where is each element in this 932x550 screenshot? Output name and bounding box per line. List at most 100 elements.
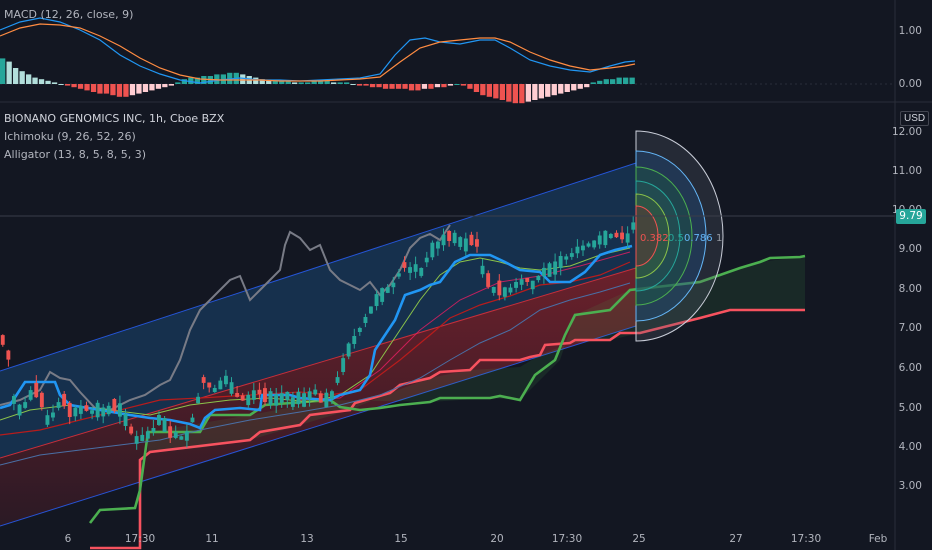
fib-label-0786: 0.786 — [684, 233, 713, 244]
candle-body — [6, 350, 11, 360]
candle-body — [564, 256, 569, 260]
candle-body — [346, 343, 351, 357]
candle-body — [586, 243, 591, 247]
indicator-ichimoku[interactable]: Ichimoku (9, 26, 52, 26) — [4, 130, 136, 143]
candle-body — [402, 262, 407, 268]
alligator-jaw — [0, 282, 631, 466]
x-tick-1730a: 17:30 — [124, 533, 156, 545]
macd-histogram-bar — [240, 74, 246, 84]
candle-body — [201, 377, 206, 383]
indicator-alligator[interactable]: Alligator (13, 8, 5, 8, 5, 3) — [4, 148, 147, 161]
candle-body — [335, 377, 340, 383]
macd-histogram-bar — [382, 84, 389, 89]
macd-histogram-bar — [227, 72, 233, 84]
candle-body — [257, 389, 262, 395]
macd-histogram-bar — [318, 80, 324, 84]
macd-histogram-bar — [253, 77, 259, 84]
macd-histogram-bar — [285, 80, 291, 84]
macd-histogram-bar — [19, 71, 25, 84]
candle-body — [129, 426, 134, 434]
macd-histogram-bar — [45, 80, 51, 84]
macd-histogram-bar — [168, 84, 174, 86]
macd-histogram-bar — [324, 80, 330, 84]
candle-body — [614, 232, 619, 238]
candle-body — [525, 277, 530, 282]
macd-histogram-bar — [110, 84, 116, 96]
macd-histogram-bar — [97, 84, 103, 94]
macd-histogram-bar — [428, 84, 434, 89]
macd-histogram-bar — [298, 82, 304, 84]
macd-histogram-bar — [77, 84, 84, 89]
macd-histogram-bar — [603, 79, 609, 84]
macd-histogram-bar — [610, 79, 616, 84]
candle-body — [603, 230, 608, 246]
macd-title[interactable]: MACD (12, 26, close, 9) — [4, 8, 134, 21]
macd-histogram-bar — [32, 77, 38, 84]
macd-histogram-bar — [577, 84, 583, 89]
macd-tick-0: 0.00 — [898, 78, 922, 90]
macd-histogram-bar — [525, 84, 531, 102]
candle-body — [480, 265, 485, 275]
candle-body — [352, 336, 357, 344]
macd-histogram-bar — [564, 84, 570, 92]
macd-histogram-bar — [6, 61, 12, 84]
candle-body — [0, 335, 5, 345]
candle-body — [123, 414, 128, 426]
macd-histogram-bar — [103, 84, 110, 94]
macd-histogram-bar — [597, 80, 603, 84]
candle-body — [374, 294, 379, 306]
candle-body — [369, 306, 373, 314]
candle-body — [581, 245, 585, 251]
candle-body — [463, 238, 468, 252]
candle-body — [268, 391, 273, 405]
candle-body — [184, 431, 189, 441]
candle-body — [34, 382, 39, 398]
macd-histogram-bar — [58, 84, 64, 85]
candle-body — [625, 233, 630, 243]
candle-body — [324, 392, 329, 408]
price-tick-6: 6.00 — [898, 362, 922, 374]
macd-histogram-bar — [142, 84, 149, 92]
candle-body — [430, 242, 435, 258]
macd-histogram-bar — [181, 79, 187, 84]
candle-body — [56, 402, 61, 408]
candle-body — [67, 402, 72, 417]
macd-histogram-bar — [402, 84, 408, 89]
macd-histogram-bar — [155, 84, 162, 89]
macd-histogram-bar — [194, 77, 200, 84]
symbol-title[interactable]: BIONANO GENOMICS INC, 1h, Cboe BZX — [4, 112, 225, 125]
x-tick-15: 15 — [394, 533, 408, 545]
macd-histogram-bar — [129, 84, 136, 96]
candle-body — [118, 403, 122, 417]
candle-body — [502, 287, 507, 297]
price-tick-11: 11.00 — [891, 165, 922, 177]
candle-body — [318, 393, 323, 403]
x-tick-20: 20 — [490, 533, 504, 545]
macd-histogram-bar — [551, 84, 557, 96]
macd-histogram-bar — [136, 84, 142, 94]
macd-histogram-bar — [331, 82, 337, 84]
candle-body — [285, 391, 290, 401]
macd-histogram-bar — [71, 84, 77, 88]
candle-body — [519, 279, 524, 285]
candle-body — [380, 288, 385, 302]
macd-histogram-bar — [369, 84, 376, 88]
fib-label-0382: 0.382 — [640, 233, 669, 244]
currency-badge[interactable]: USD — [900, 111, 930, 126]
macd-histogram-bar — [389, 84, 395, 89]
x-tick-27: 27 — [729, 533, 743, 545]
candle-body — [302, 393, 306, 407]
macd-histogram-bar — [305, 82, 311, 84]
macd-histogram-bar — [623, 77, 629, 84]
alligator-extra — [299, 251, 631, 401]
candle-body — [475, 239, 479, 247]
candle-body — [631, 222, 636, 230]
candle-body — [441, 234, 446, 246]
fib-label-05: 0.5 — [668, 233, 684, 244]
candle-body — [497, 280, 502, 296]
x-tick-feb: Feb — [868, 533, 888, 545]
candle-body — [212, 388, 217, 392]
macd-histogram-bar — [558, 84, 564, 94]
macd-histogram-bar — [629, 77, 635, 84]
